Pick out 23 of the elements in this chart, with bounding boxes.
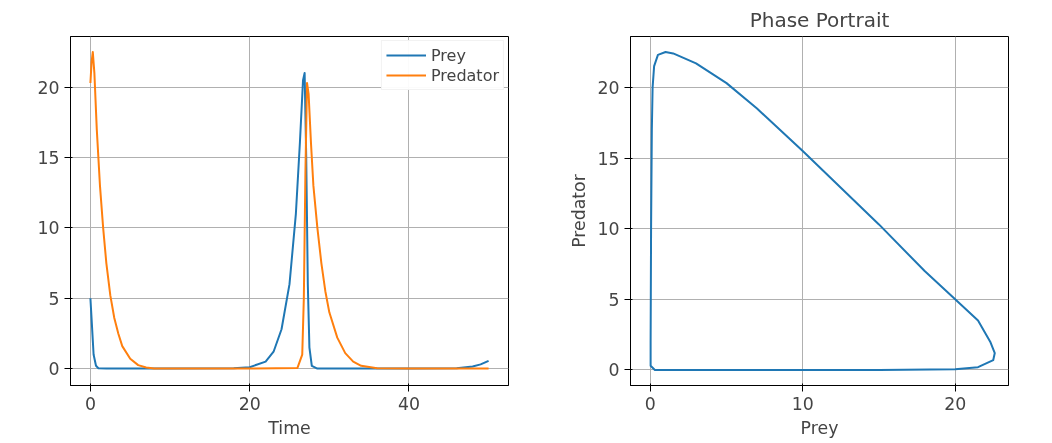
x-tick-label: 0	[644, 393, 656, 414]
x-tick-label: 0	[84, 393, 96, 414]
y-tick-label: 5	[608, 289, 620, 310]
y-tick-label: 10	[37, 218, 60, 239]
y-tick-label: 20	[37, 77, 60, 98]
x-tick-label: 20	[238, 393, 261, 414]
chart-title: Phase Portrait	[749, 7, 890, 32]
x-tick-label: 20	[944, 393, 967, 414]
y-tick-label: 0	[608, 360, 620, 381]
legend-label: Prey	[430, 45, 466, 65]
line-series	[649, 51, 996, 371]
y-tick-label: 10	[597, 219, 620, 240]
legend-label: Predator	[430, 65, 499, 85]
y-tick-label: 15	[597, 148, 620, 169]
x-axis-title: Prey	[800, 417, 839, 438]
y-tick-label: 15	[37, 148, 60, 169]
y-tick-label: 20	[597, 77, 620, 98]
y-tick-label: 0	[48, 359, 60, 380]
y-tick-label: 5	[48, 288, 60, 309]
x-tick-label: 40	[397, 393, 420, 414]
x-tick-label: 10	[791, 393, 814, 414]
y-axis-title: Predator	[569, 173, 590, 248]
x-axis-title: Time	[267, 417, 311, 438]
